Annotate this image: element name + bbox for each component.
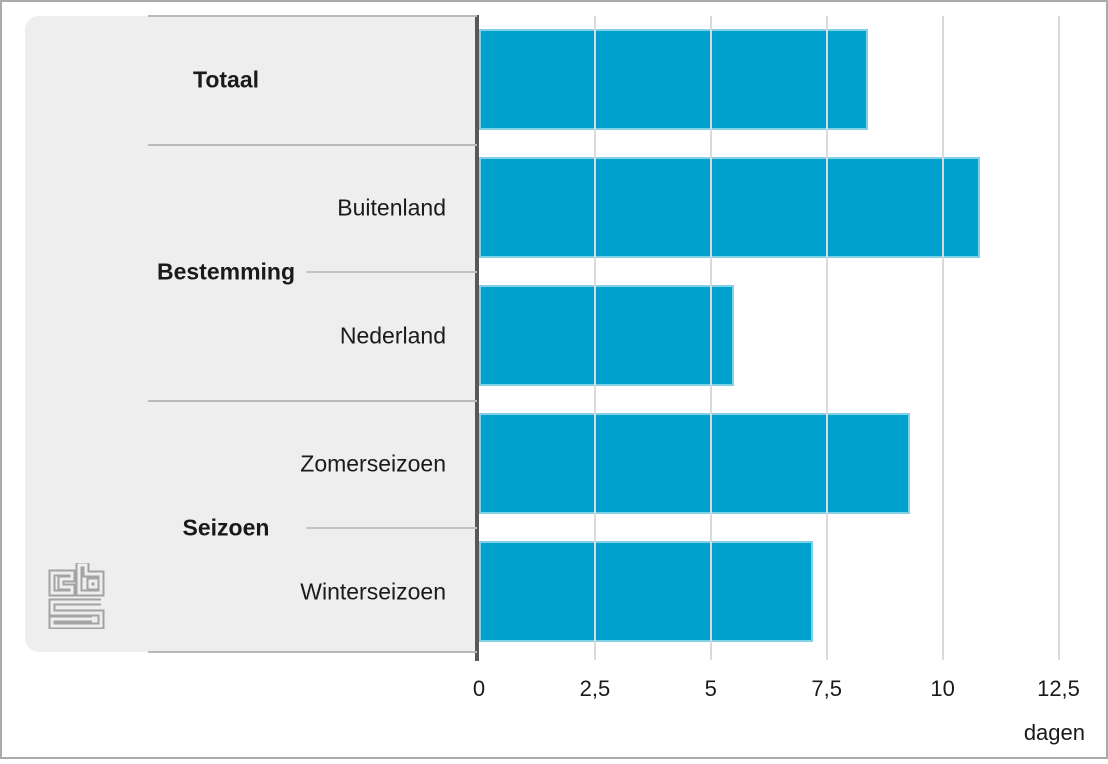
- group-label-bestemming: Bestemming: [156, 258, 296, 284]
- group-tick-bestemming: [306, 270, 477, 273]
- x-tick-label-5: 5: [704, 676, 717, 701]
- group-tick-seizoen: [306, 526, 477, 529]
- frame-border-right: [1106, 0, 1108, 759]
- section-divider-3: [148, 651, 477, 653]
- bar-nederland[interactable]: [479, 285, 734, 386]
- x-tick-label-0: 0: [472, 676, 486, 701]
- cbs-logo: [48, 563, 105, 629]
- section-divider-1: [148, 144, 477, 146]
- category-label-winterseizoen: Winterseizoen: [300, 578, 446, 604]
- category-label-zomerseizoen: Zomerseizoen: [300, 450, 446, 476]
- group-label-seizoen: Seizoen: [182, 514, 270, 540]
- gridline-12,5: [1057, 16, 1060, 660]
- gridline-7,5: [825, 16, 828, 660]
- category-label-buitenland: Buitenland: [337, 194, 446, 220]
- bar-totaal[interactable]: [479, 29, 868, 130]
- gridline-10: [941, 16, 944, 660]
- gridline-5: [709, 16, 712, 660]
- frame-border-left: [0, 0, 2, 759]
- x-tick-label-7,5: 7,5: [811, 676, 842, 701]
- category-label-nederland: Nederland: [339, 322, 446, 348]
- x-axis-unit-label: dagen: [1023, 720, 1085, 745]
- frame-border-top: [0, 0, 1108, 2]
- y-axis-line: [475, 15, 479, 661]
- bar-buitenland[interactable]: [479, 157, 980, 258]
- section-divider-0: [148, 15, 477, 17]
- x-tick-label-10: 10: [930, 676, 955, 701]
- frame-border-bottom: [0, 757, 1108, 759]
- section-divider-2: [148, 400, 477, 402]
- gridline-2,5: [593, 16, 596, 660]
- x-tick-label-12,5: 12,5: [1037, 676, 1080, 701]
- group-label-totaal: Totaal: [192, 66, 260, 92]
- bar-winterseizoen[interactable]: [479, 541, 813, 642]
- bar-zomerseizoen[interactable]: [479, 413, 910, 514]
- x-tick-label-2,5: 2,5: [579, 676, 611, 701]
- category-panel: [25, 16, 477, 652]
